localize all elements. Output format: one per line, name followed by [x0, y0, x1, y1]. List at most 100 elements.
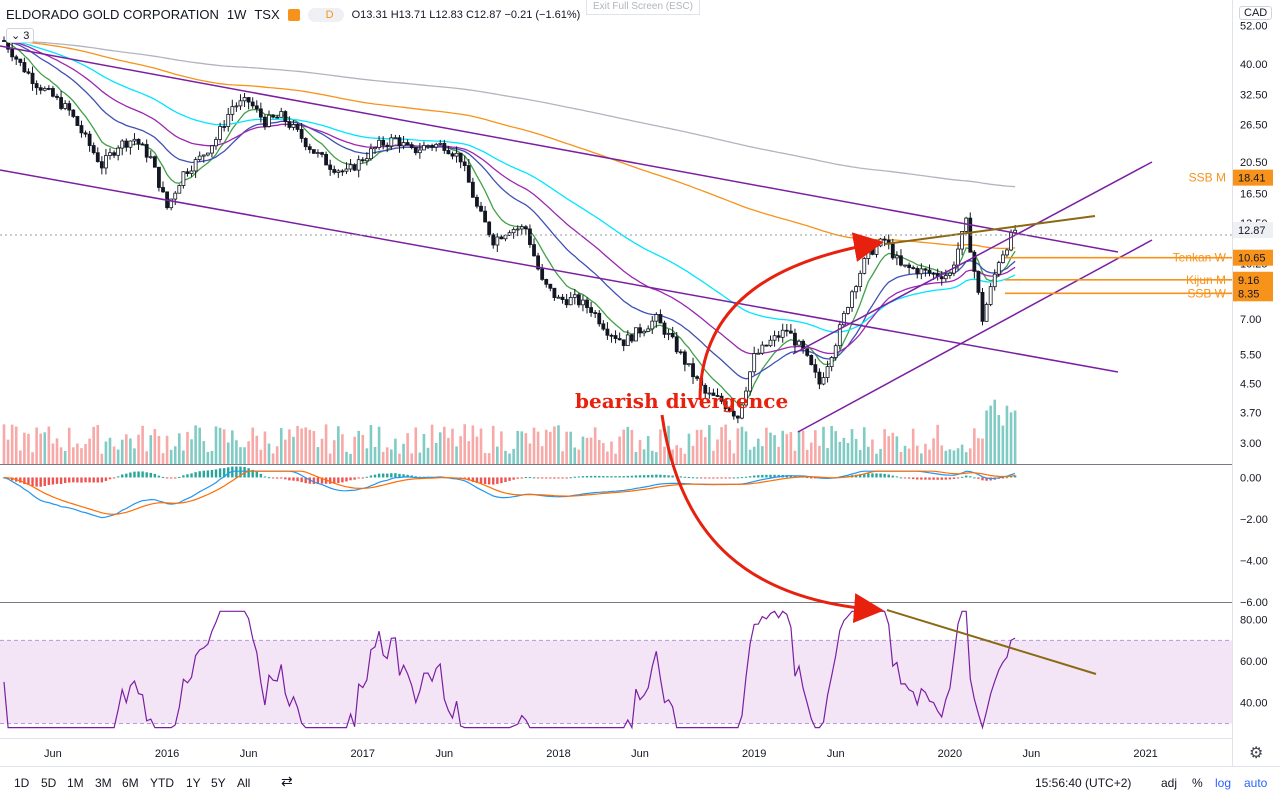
- range-all[interactable]: All: [237, 776, 251, 790]
- macd-histogram-bar: [602, 476, 605, 478]
- candle-body: [442, 142, 447, 151]
- macd-histogram-bar: [218, 468, 222, 478]
- macd-histogram-bar: [964, 475, 968, 478]
- candle-body: [51, 88, 55, 97]
- candle-body: [748, 371, 753, 392]
- indicator-toggle[interactable]: ⌄ 3: [6, 28, 35, 43]
- range-3m[interactable]: 3M: [95, 776, 112, 790]
- range-1d[interactable]: 1D: [14, 776, 30, 790]
- candle-body: [364, 158, 369, 162]
- level-label: SSB W: [1187, 286, 1226, 300]
- volume-bar: [35, 427, 38, 464]
- candle-body: [369, 148, 373, 160]
- candle-body: [295, 124, 300, 130]
- volume-bar: [968, 448, 972, 464]
- volume-bar: [332, 440, 336, 464]
- volume-bar: [687, 433, 691, 464]
- interval-label[interactable]: 1W: [226, 7, 247, 22]
- volume-bar: [43, 432, 47, 464]
- macd-histogram-bar: [121, 474, 124, 478]
- volume-bar: [125, 434, 128, 464]
- macd-histogram-bar: [504, 477, 507, 483]
- volume-bar: [398, 453, 401, 464]
- volume-bar: [838, 441, 842, 464]
- volume-bar: [23, 432, 26, 464]
- candle-body: [116, 147, 121, 156]
- gear-icon[interactable]: ⚙: [1249, 745, 1264, 762]
- volume-bar: [809, 442, 813, 464]
- exit-fullscreen-button[interactable]: Exit Full Screen (ESC): [586, 0, 700, 15]
- volume-bar: [512, 448, 515, 464]
- volume-bar: [247, 441, 250, 464]
- macd-histogram-bar: [39, 477, 42, 487]
- volume-bar: [447, 437, 450, 464]
- volume-bar: [500, 431, 503, 464]
- symbol-title[interactable]: ELDORADO GOLD CORPORATION: [6, 7, 219, 22]
- macd-histogram-bar: [659, 474, 662, 478]
- date-range-icon[interactable]: ⇄: [281, 773, 293, 789]
- macd-histogram-bar: [414, 476, 417, 478]
- range-ytd[interactable]: YTD: [150, 776, 174, 790]
- volume-bar: [55, 438, 59, 464]
- candle-body: [352, 164, 357, 171]
- macd-histogram-bar: [549, 477, 552, 479]
- volume-bar: [1005, 405, 1009, 464]
- volume-bar: [981, 438, 984, 464]
- candle-body: [299, 129, 304, 139]
- macd-histogram-bar: [214, 469, 218, 478]
- range-5d[interactable]: 5D: [41, 776, 57, 790]
- candle-body: [919, 268, 924, 275]
- candle-body: [336, 170, 341, 173]
- log-toggle[interactable]: log: [1215, 776, 1232, 790]
- volume-bar: [769, 432, 772, 464]
- candle-body: [915, 268, 920, 275]
- macd-histogram-bar: [418, 476, 422, 478]
- candle-body: [617, 338, 622, 341]
- candle-body: [324, 153, 328, 166]
- adj-toggle[interactable]: adj: [1161, 776, 1178, 790]
- candle-body: [356, 159, 361, 171]
- volume-bar: [936, 424, 939, 464]
- macd-histogram-bar: [178, 476, 181, 478]
- macd-histogram-bar: [744, 476, 748, 478]
- volume-bar: [907, 448, 911, 464]
- macd-histogram-bar: [320, 477, 324, 484]
- range-6m[interactable]: 6M: [122, 776, 139, 790]
- volume-bar: [618, 436, 621, 464]
- volume-bar: [31, 452, 34, 464]
- d-badge[interactable]: D: [307, 7, 344, 22]
- candle-body: [638, 327, 642, 334]
- candle-body: [552, 287, 557, 298]
- range-1m[interactable]: 1M: [67, 776, 84, 790]
- volume-bar: [120, 439, 124, 464]
- divergence-arrow-down: [660, 414, 884, 624]
- currency-badge[interactable]: CAD: [1239, 6, 1273, 20]
- time-tick-label: 2016: [155, 748, 179, 760]
- macd-histogram-bar: [349, 477, 352, 481]
- percent-toggle[interactable]: %: [1192, 776, 1203, 790]
- macd-histogram-bar: [540, 477, 544, 479]
- price-tick-label: 3.70: [1240, 407, 1261, 419]
- macd-histogram-bar: [381, 473, 385, 478]
- volume-bar: [871, 439, 874, 464]
- price-tick-label: 16.50: [1240, 189, 1268, 201]
- volume-bar: [928, 449, 931, 464]
- auto-toggle[interactable]: auto: [1244, 776, 1268, 790]
- range-5y[interactable]: 5Y: [211, 776, 226, 790]
- volume-bar: [630, 429, 634, 464]
- volume-bar: [487, 453, 491, 464]
- candle-body: [328, 164, 333, 170]
- volume-bar: [112, 446, 116, 464]
- ema-line: [3, 40, 1016, 405]
- candle-body: [528, 228, 532, 245]
- volume-bar: [312, 430, 316, 464]
- macd-histogram-bar: [300, 477, 303, 483]
- candle-body: [540, 268, 545, 280]
- rsi-tick-label: 40.00: [1240, 698, 1268, 710]
- candle-body: [483, 210, 487, 223]
- volume-bar: [222, 429, 226, 464]
- volume-bar: [536, 431, 540, 464]
- volume-bar: [341, 434, 344, 464]
- range-1y[interactable]: 1Y: [186, 776, 201, 790]
